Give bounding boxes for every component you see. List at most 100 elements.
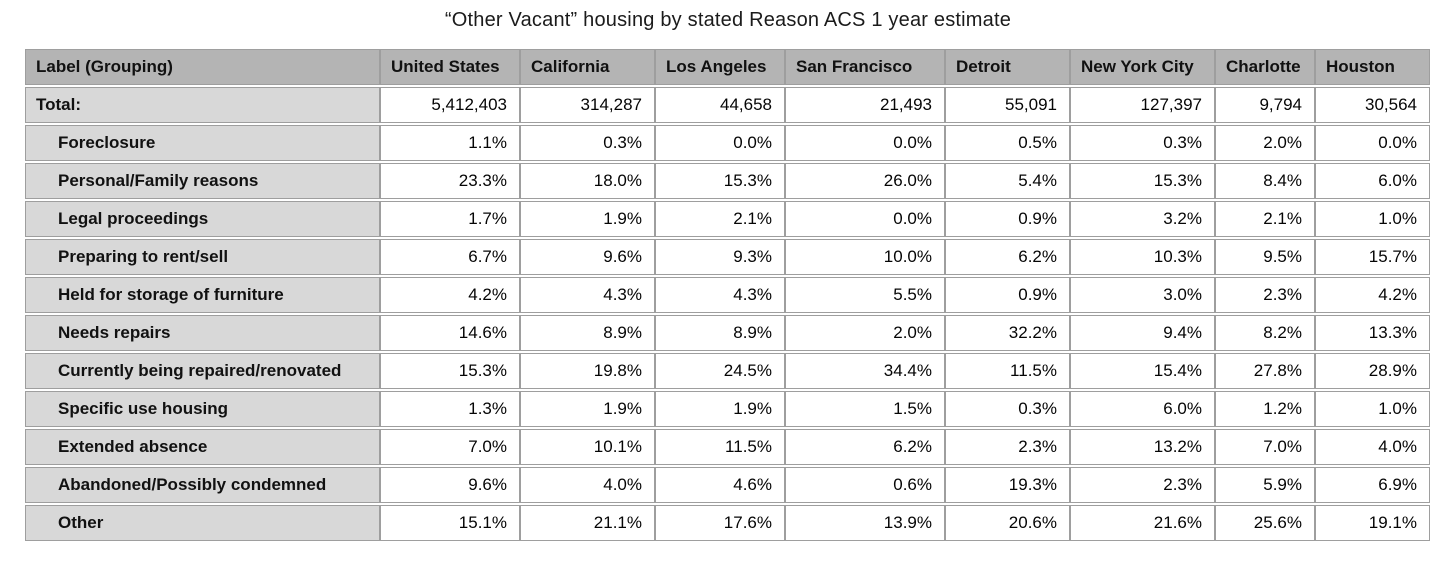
- cell-value: 15.4%: [1070, 353, 1215, 389]
- cell-value: 1.0%: [1315, 391, 1430, 427]
- cell-value: 7.0%: [1215, 429, 1315, 465]
- cell-value: 1.9%: [520, 391, 655, 427]
- cell-value: 0.3%: [1070, 125, 1215, 161]
- row-label: Total:: [25, 87, 380, 123]
- cell-value: 5.9%: [1215, 467, 1315, 503]
- cell-value: 20.6%: [945, 505, 1070, 541]
- row-label: Specific use housing: [25, 391, 380, 427]
- cell-value: 24.5%: [655, 353, 785, 389]
- row-label: Needs repairs: [25, 315, 380, 351]
- cell-value: 4.0%: [1315, 429, 1430, 465]
- cell-value: 19.3%: [945, 467, 1070, 503]
- cell-value: 13.3%: [1315, 315, 1430, 351]
- cell-value: 2.3%: [945, 429, 1070, 465]
- cell-value: 8.9%: [655, 315, 785, 351]
- cell-value: 9,794: [1215, 87, 1315, 123]
- row-label: Personal/Family reasons: [25, 163, 380, 199]
- cell-value: 9.5%: [1215, 239, 1315, 275]
- cell-value: 27.8%: [1215, 353, 1315, 389]
- cell-value: 21,493: [785, 87, 945, 123]
- cell-value: 0.9%: [945, 277, 1070, 313]
- table-row: Currently being repaired/renovated 15.3% 1…: [25, 353, 1430, 389]
- cell-value: 1.3%: [380, 391, 520, 427]
- vacancy-table: Label (Grouping) United States California L…: [25, 47, 1430, 543]
- table-row: Other 15.1% 21.1% 17.6% 13.9% 20.6% 21.6% 25.6%…: [25, 505, 1430, 541]
- cell-value: 5.5%: [785, 277, 945, 313]
- table-row: Total: 5,412,403 314,287 44,658 21,493 55,091…: [25, 87, 1430, 123]
- cell-value: 30,564: [1315, 87, 1430, 123]
- cell-value: 1.1%: [380, 125, 520, 161]
- chart-title: “Other Vacant” housing by stated Reason …: [444, 9, 1012, 31]
- cell-value: 8.2%: [1215, 315, 1315, 351]
- row-label: Abandoned/Possibly condemned: [25, 467, 380, 503]
- cell-value: 0.3%: [945, 391, 1070, 427]
- column-header: Charlotte: [1215, 49, 1315, 85]
- cell-value: 18.0%: [520, 163, 655, 199]
- cell-value: 0.6%: [785, 467, 945, 503]
- cell-value: 0.0%: [785, 125, 945, 161]
- column-header: California: [520, 49, 655, 85]
- cell-value: 1.7%: [380, 201, 520, 237]
- cell-value: 1.0%: [1315, 201, 1430, 237]
- cell-value: 44,658: [655, 87, 785, 123]
- cell-value: 19.8%: [520, 353, 655, 389]
- cell-value: 6.2%: [945, 239, 1070, 275]
- cell-value: 6.2%: [785, 429, 945, 465]
- cell-value: 28.9%: [1315, 353, 1430, 389]
- cell-value: 21.6%: [1070, 505, 1215, 541]
- cell-value: 11.5%: [655, 429, 785, 465]
- table-row: Specific use housing 1.3% 1.9% 1.9% 1.5% 0.3%…: [25, 391, 1430, 427]
- cell-value: 34.4%: [785, 353, 945, 389]
- cell-value: 0.5%: [945, 125, 1070, 161]
- cell-value: 3.2%: [1070, 201, 1215, 237]
- cell-value: 2.0%: [785, 315, 945, 351]
- table-row: Preparing to rent/sell 6.7% 9.6% 9.3% 10.0% 6…: [25, 239, 1430, 275]
- cell-value: 19.1%: [1315, 505, 1430, 541]
- cell-value: 9.3%: [655, 239, 785, 275]
- cell-value: 11.5%: [945, 353, 1070, 389]
- cell-value: 15.3%: [380, 353, 520, 389]
- cell-value: 13.2%: [1070, 429, 1215, 465]
- column-header: United States: [380, 49, 520, 85]
- cell-value: 8.4%: [1215, 163, 1315, 199]
- cell-value: 7.0%: [380, 429, 520, 465]
- cell-value: 23.3%: [380, 163, 520, 199]
- cell-value: 17.6%: [655, 505, 785, 541]
- cell-value: 0.3%: [520, 125, 655, 161]
- cell-value: 2.1%: [1215, 201, 1315, 237]
- cell-value: 10.1%: [520, 429, 655, 465]
- cell-value: 4.2%: [1315, 277, 1430, 313]
- cell-value: 4.2%: [380, 277, 520, 313]
- column-header-label: Label (Grouping): [25, 49, 380, 85]
- row-label: Preparing to rent/sell: [25, 239, 380, 275]
- column-header: Detroit: [945, 49, 1070, 85]
- cell-value: 2.3%: [1215, 277, 1315, 313]
- table-body: Total: 5,412,403 314,287 44,658 21,493 55,091…: [25, 87, 1430, 541]
- cell-value: 21.1%: [520, 505, 655, 541]
- cell-value: 314,287: [520, 87, 655, 123]
- cell-value: 10.3%: [1070, 239, 1215, 275]
- cell-value: 0.0%: [1315, 125, 1430, 161]
- cell-value: 26.0%: [785, 163, 945, 199]
- row-label: Legal proceedings: [25, 201, 380, 237]
- cell-value: 1.2%: [1215, 391, 1315, 427]
- cell-value: 1.9%: [655, 391, 785, 427]
- column-header: San Francisco: [785, 49, 945, 85]
- cell-value: 4.6%: [655, 467, 785, 503]
- cell-value: 6.0%: [1315, 163, 1430, 199]
- row-label: Currently being repaired/renovated: [25, 353, 380, 389]
- cell-value: 1.5%: [785, 391, 945, 427]
- cell-value: 4.3%: [655, 277, 785, 313]
- cell-value: 4.0%: [520, 467, 655, 503]
- table-row: Foreclosure 1.1% 0.3% 0.0% 0.0% 0.5% 0.3% 2.0% 0…: [25, 125, 1430, 161]
- cell-value: 9.6%: [520, 239, 655, 275]
- cell-value: 1.9%: [520, 201, 655, 237]
- cell-value: 15.3%: [655, 163, 785, 199]
- cell-value: 2.1%: [655, 201, 785, 237]
- row-label: Foreclosure: [25, 125, 380, 161]
- cell-value: 4.3%: [520, 277, 655, 313]
- cell-value: 32.2%: [945, 315, 1070, 351]
- cell-value: 0.9%: [945, 201, 1070, 237]
- table-row: Personal/Family reasons 23.3% 18.0% 15.3% 26…: [25, 163, 1430, 199]
